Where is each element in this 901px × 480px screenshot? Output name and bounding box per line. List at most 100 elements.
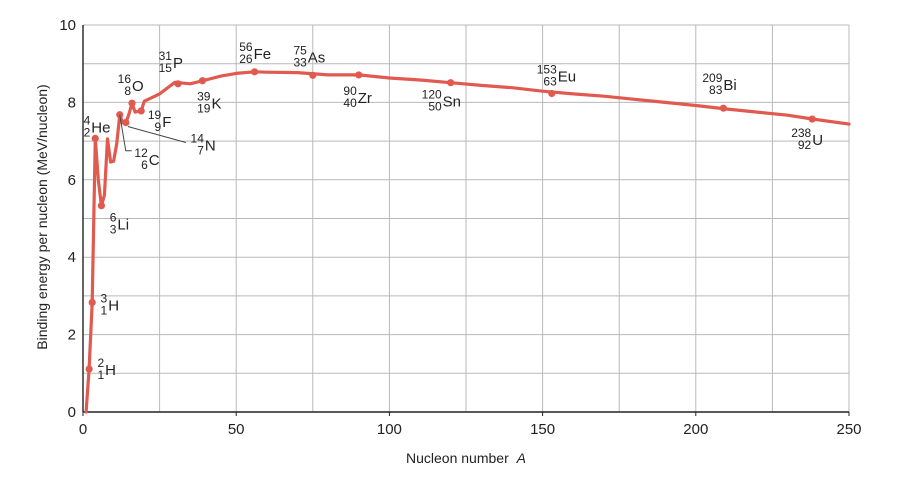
nuclide-label-li-6: 63 Li — [110, 211, 129, 237]
nuclide-symbol: C — [149, 152, 160, 169]
leader-line-nitrogen — [127, 126, 187, 144]
nuclide-symbol: O — [132, 78, 144, 95]
nuclide-point-as-75 — [309, 71, 317, 79]
nuclide-atomic-number: 8 — [124, 84, 131, 98]
nuclide-mass-number: 75 — [293, 43, 307, 57]
x-tick-label: 250 — [836, 421, 861, 438]
nuclide-mass-number: 14 — [191, 132, 205, 146]
nuclide-symbol: H — [105, 362, 116, 379]
nuclide-point-h-3 — [88, 298, 96, 307]
nuclide-atomic-number: 6 — [141, 158, 148, 172]
nuclide-mass-number: 56 — [239, 40, 253, 54]
nuclide-point-fe-56 — [250, 68, 259, 76]
y-tick-label: 0 — [68, 404, 76, 421]
x-axis-label: Nucleon number A — [406, 450, 526, 466]
nuclide-atomic-number: 3 — [110, 223, 117, 237]
nuclide-label-he-4: 42 He — [84, 113, 111, 139]
nuclide-point-h-2 — [85, 365, 93, 373]
nuclide-mass-number: 3 — [101, 291, 108, 305]
nuclide-mass-number: 120 — [422, 88, 442, 102]
nuclide-mass-number: 19 — [148, 108, 162, 122]
nuclide-mass-number: 31 — [159, 49, 173, 63]
nuclide-atomic-number: 1 — [97, 368, 104, 382]
nuclide-label-h-3: 31 H — [101, 291, 120, 317]
x-tick-label: 0 — [79, 421, 87, 438]
nuclide-point-k-39 — [198, 77, 207, 85]
nuclide-point-bi-209 — [719, 104, 727, 112]
x-tick-label: 200 — [683, 421, 708, 438]
nuclide-symbol: Zr — [358, 90, 372, 107]
nuclide-atomic-number: 7 — [197, 144, 204, 158]
nuclide-symbol: As — [308, 49, 326, 66]
binding-energy-curve — [84, 70, 851, 414]
y-tick-label: 4 — [68, 249, 76, 266]
nuclide-label-f-19: 199 F — [148, 108, 172, 134]
nuclide-mass-number: 12 — [134, 146, 148, 160]
y-axis-label: Binding energy per nucleon (MeV/nucleon) — [34, 84, 50, 349]
nuclide-point-o-16 — [128, 99, 136, 107]
nuclide-atomic-number: 83 — [709, 83, 723, 97]
nuclide-symbol: P — [173, 55, 183, 72]
nuclide-atomic-number: 63 — [543, 74, 557, 88]
nuclide-atomic-number: 19 — [197, 102, 211, 116]
nuclide-symbol: U — [812, 132, 823, 149]
nuclide-mass-number: 2 — [97, 356, 104, 370]
nuclide-mass-number: 238 — [791, 126, 811, 140]
nuclide-mass-number: 4 — [84, 113, 91, 127]
nuclide-symbol: F — [162, 114, 171, 131]
nuclide-point-p-31 — [174, 80, 182, 88]
x-tick-label: 150 — [530, 421, 555, 438]
nuclide-atomic-number: 15 — [159, 61, 173, 75]
y-tick-label: 2 — [68, 327, 76, 344]
nuclide-mass-number: 6 — [110, 211, 117, 225]
nuclide-point-he-4 — [91, 134, 99, 142]
nuclide-atomic-number: 33 — [293, 55, 307, 69]
y-tick-label: 8 — [68, 94, 76, 111]
nuclide-atomic-number: 40 — [343, 96, 357, 110]
x-axis-label-variable: A — [516, 450, 526, 466]
y-tick-label: 6 — [68, 172, 76, 189]
nuclide-symbol: Sn — [443, 94, 461, 111]
nuclide-point-eu-153 — [548, 89, 556, 98]
nuclide-symbol: He — [91, 119, 110, 136]
nuclide-mass-number: 153 — [537, 62, 557, 76]
nuclide-points — [85, 68, 816, 373]
nuclide-symbol: K — [211, 96, 221, 113]
nuclide-point-li-6 — [97, 202, 105, 210]
nuclide-mass-number: 90 — [343, 84, 357, 98]
nuclide-atomic-number: 9 — [155, 120, 162, 134]
nuclide-label-c-12: 126 C — [134, 146, 159, 172]
nuclide-point-n-14 — [122, 118, 130, 127]
nuclide-label-n-14: 147 N — [191, 132, 216, 158]
nuclide-atomic-number: 50 — [428, 100, 442, 114]
nuclide-symbol: Bi — [723, 77, 736, 94]
nuclide-point-f-19 — [137, 107, 145, 115]
nuclide-symbol: Li — [117, 217, 129, 234]
nuclide-atomic-number: 2 — [84, 125, 91, 139]
nuclide-symbol: H — [108, 297, 119, 314]
nuclide-mass-number: 209 — [702, 71, 722, 85]
nuclide-atomic-number: 26 — [239, 52, 253, 66]
nuclide-label-o-16: 168 O — [118, 72, 144, 98]
leader-line-carbon — [119, 114, 132, 152]
x-axis-label-text: Nucleon number — [406, 450, 509, 466]
y-tick-label: 10 — [59, 17, 76, 34]
nuclide-point-sn-120 — [447, 79, 455, 87]
nuclide-atomic-number: 1 — [101, 303, 108, 317]
nuclide-point-zr-90 — [355, 71, 363, 79]
nuclide-symbol: Eu — [558, 68, 576, 85]
nuclide-symbol: Fe — [254, 46, 272, 63]
x-tick-label: 100 — [377, 421, 402, 438]
nuclide-mass-number: 16 — [118, 72, 132, 86]
